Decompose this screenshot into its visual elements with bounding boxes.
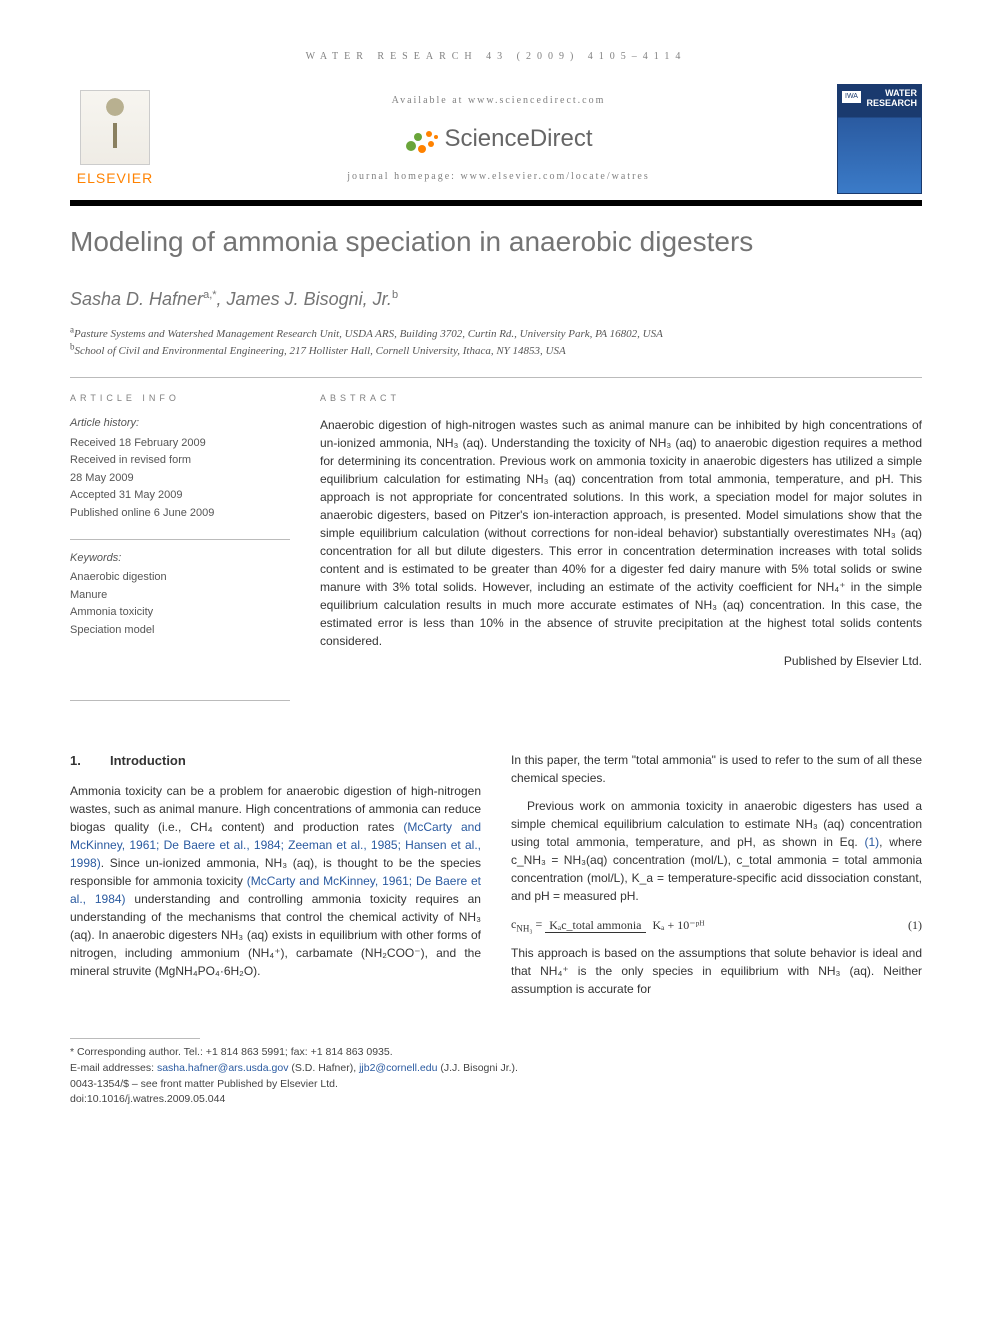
email-link[interactable]: jjb2@cornell.edu xyxy=(359,1062,437,1074)
email-link[interactable]: sasha.hafner@ars.usda.gov xyxy=(157,1062,289,1074)
article-info: ARTICLE INFO Article history: Received 1… xyxy=(70,392,290,670)
elsevier-wordmark: ELSEVIER xyxy=(77,169,153,189)
sciencedirect-wordmark: ScienceDirect xyxy=(444,122,592,156)
journal-homepage: journal homepage: www.elsevier.com/locat… xyxy=(180,170,817,184)
issn-line: 0043-1354/$ – see front matter Published… xyxy=(70,1077,922,1093)
article-history: Article history: Received 18 February 20… xyxy=(70,415,290,523)
journal-running-head: WATER RESEARCH 43 (2009) 4105–4114 xyxy=(70,50,922,64)
section-title: Introduction xyxy=(110,753,186,768)
abstract-publisher-note: Published by Elsevier Ltd. xyxy=(320,652,922,670)
equation-body: cNH₃ = Kₐc_total ammonia Kₐ + 10⁻ᵖᴴ xyxy=(511,915,709,934)
history-line: Published online 6 June 2009 xyxy=(70,505,290,523)
cover-title: WATERRESEARCH xyxy=(866,89,917,109)
abstract-label: ABSTRACT xyxy=(320,392,922,406)
keyword: Ammonia toxicity xyxy=(70,604,290,622)
equation-1: cNH₃ = Kₐc_total ammonia Kₐ + 10⁻ᵖᴴ (1) xyxy=(511,915,922,934)
abstract: ABSTRACT Anaerobic digestion of high-nit… xyxy=(320,392,922,670)
article-info-label: ARTICLE INFO xyxy=(70,392,290,405)
history-heading: Article history: xyxy=(70,415,290,433)
equation-ref[interactable]: (1) xyxy=(865,835,880,849)
column-right: In this paper, the term "total ammonia" … xyxy=(511,751,922,1008)
paragraph: In this paper, the term "total ammonia" … xyxy=(511,751,922,787)
history-line: Received 18 February 2009 xyxy=(70,435,290,453)
keywords: Keywords: Anaerobic digestionManureAmmon… xyxy=(70,550,290,640)
body-two-column: 1.Introduction Ammonia toxicity can be a… xyxy=(70,751,922,1008)
article-title: Modeling of ammonia speciation in anaero… xyxy=(70,222,922,261)
keyword: Anaerobic digestion xyxy=(70,569,290,587)
keywords-heading: Keywords: xyxy=(70,550,290,568)
paragraph: Ammonia toxicity can be a problem for an… xyxy=(70,782,481,980)
available-at: Available at www.sciencedirect.com xyxy=(180,94,817,108)
author-list: Sasha D. Hafnera,*, James J. Bisogni, Jr… xyxy=(70,287,922,312)
iwa-badge: IWA xyxy=(842,91,861,103)
affiliations: aPasture Systems and Watershed Managemen… xyxy=(70,326,922,359)
section-number: 1. xyxy=(70,751,110,771)
footnotes: * Corresponding author. Tel.: +1 814 863… xyxy=(70,1045,922,1108)
abstract-text: Anaerobic digestion of high-nitrogen was… xyxy=(320,416,922,650)
history-line: 28 May 2009 xyxy=(70,470,290,488)
column-left: 1.Introduction Ammonia toxicity can be a… xyxy=(70,751,481,1008)
equation-number: (1) xyxy=(908,916,922,934)
publisher-band: ELSEVIER Available at www.sciencedirect.… xyxy=(70,84,922,194)
journal-cover-thumbnail: IWA WATERRESEARCH xyxy=(837,84,922,194)
doi-line: doi:10.1016/j.watres.2009.05.044 xyxy=(70,1092,922,1108)
rule xyxy=(70,539,290,540)
rule xyxy=(70,700,290,701)
section-heading: 1.Introduction xyxy=(70,751,481,771)
email-addresses: E-mail addresses: sasha.hafner@ars.usda.… xyxy=(70,1061,922,1077)
paragraph: This approach is based on the assumption… xyxy=(511,944,922,998)
corresponding-author: * Corresponding author. Tel.: +1 814 863… xyxy=(70,1045,922,1061)
sciencedirect-block: Available at www.sciencedirect.com Scien… xyxy=(160,94,837,184)
sciencedirect-dots-icon xyxy=(404,125,438,153)
rule xyxy=(70,377,922,378)
history-line: Received in revised form xyxy=(70,452,290,470)
keyword: Manure xyxy=(70,587,290,605)
footnote-rule xyxy=(70,1038,200,1039)
title-separator-bar xyxy=(70,200,922,206)
info-abstract-row: ARTICLE INFO Article history: Received 1… xyxy=(70,392,922,670)
history-line: Accepted 31 May 2009 xyxy=(70,487,290,505)
paragraph: Previous work on ammonia toxicity in ana… xyxy=(511,797,922,905)
keyword: Speciation model xyxy=(70,622,290,640)
sciencedirect-logo: ScienceDirect xyxy=(404,122,592,156)
elsevier-tree-icon xyxy=(80,90,150,165)
elsevier-logo: ELSEVIER xyxy=(70,90,160,189)
